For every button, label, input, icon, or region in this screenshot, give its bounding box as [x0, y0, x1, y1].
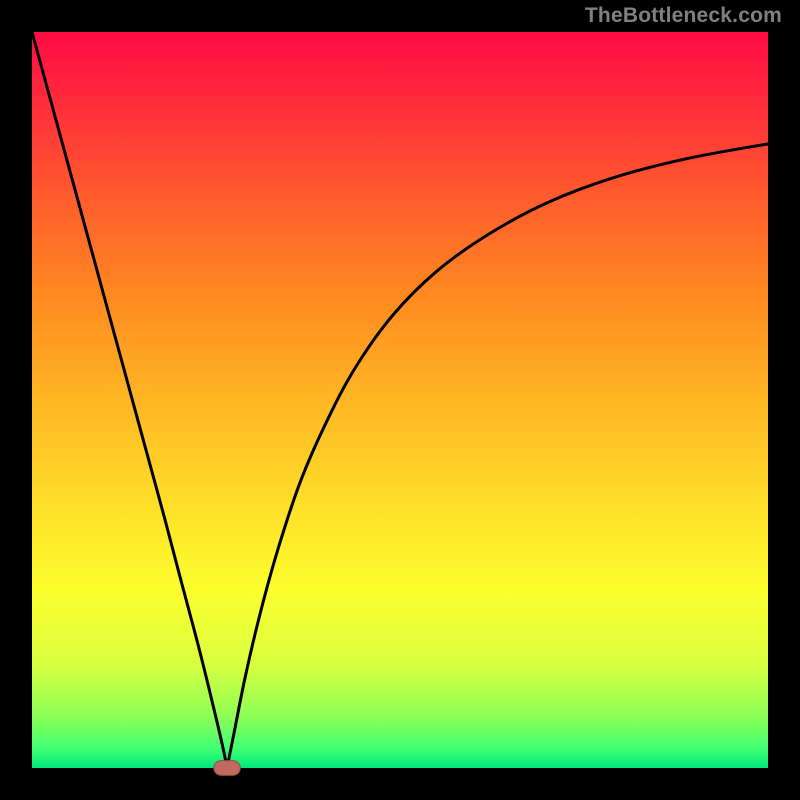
gradient-chart — [0, 0, 800, 800]
chart-stage: TheBottleneck.com — [0, 0, 800, 800]
min-marker — [214, 761, 241, 776]
watermark-text: TheBottleneck.com — [585, 4, 782, 28]
plot-gradient-bg — [32, 32, 768, 768]
